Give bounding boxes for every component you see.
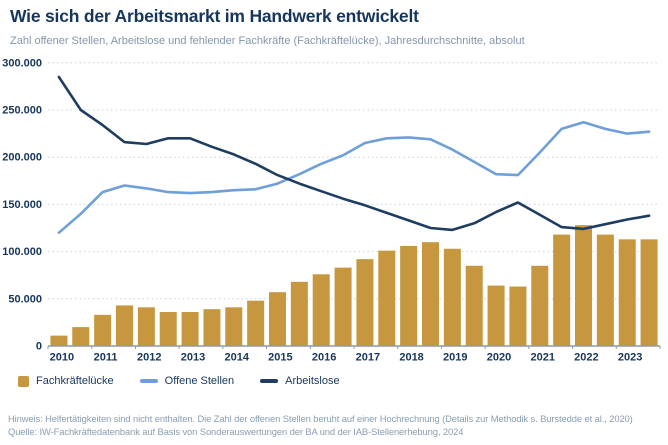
page-title: Wie sich der Arbeitsmarkt im Handwerk en…	[10, 6, 419, 26]
svg-text:2010: 2010	[50, 352, 74, 364]
svg-text:2017: 2017	[356, 352, 380, 364]
svg-text:2013: 2013	[181, 352, 205, 364]
chart-legend: Fachkräftelücke Offene Stellen Arbeitslo…	[18, 375, 340, 387]
svg-text:2015: 2015	[268, 352, 292, 364]
legend-item-offene-stellen: Offene Stellen	[139, 375, 235, 387]
svg-text:2021: 2021	[530, 352, 554, 364]
chart-subtitle: Zahl offener Stellen, Arbeitslose und fe…	[10, 35, 525, 47]
svg-text:2011: 2011	[94, 352, 118, 364]
legend-item-arbeitslose: Arbeitslose	[260, 375, 340, 387]
x-axis-labels: 2010 2011 2012 2013 2014 2015 2016 2017 2018 2019…	[50, 352, 643, 364]
legend-label-offene-stellen: Offene Stellen	[164, 375, 235, 387]
svg-text:300.000: 300.000	[2, 57, 42, 69]
svg-text:2020: 2020	[487, 352, 511, 364]
y-axis-labels: 0 50.000 100.000 150.000 200.000 250.000 300.0…	[2, 57, 42, 352]
legend-line-icon-offene-stellen	[139, 379, 158, 383]
legend-line-icon-arbeitslose	[260, 379, 279, 383]
legend-item-fachkraefteluecke: Fachkräftelücke	[18, 375, 114, 387]
svg-text:200.000: 200.000	[2, 152, 42, 164]
legend-label-arbeitslose: Arbeitslose	[285, 375, 340, 387]
svg-text:0: 0	[36, 341, 42, 353]
footnote-hinweis: Hinweis: Helfertätigkeiten sind nicht en…	[8, 413, 633, 424]
bars-fachkraefteluecke	[50, 225, 658, 346]
svg-text:2023: 2023	[618, 352, 642, 364]
footnote-quelle: Quelle: IW-Fachkräftedatenbank auf Basis…	[8, 425, 464, 437]
svg-text:2018: 2018	[399, 352, 423, 364]
svg-text:2019: 2019	[443, 352, 467, 364]
svg-text:50.000: 50.000	[8, 293, 42, 305]
legend-square-icon	[18, 375, 29, 387]
svg-text:100.000: 100.000	[2, 246, 42, 258]
svg-text:2012: 2012	[137, 352, 161, 364]
chart-footnote: Hinweis: Helfertätigkeiten sind nicht en…	[8, 413, 633, 438]
x-axis-baseline	[47, 345, 661, 349]
svg-text:2014: 2014	[224, 352, 249, 364]
line-offene-stellen	[57, 121, 651, 234]
svg-text:2016: 2016	[312, 352, 336, 364]
svg-text:250.000: 250.000	[2, 105, 42, 117]
line-arbeitslose	[57, 75, 651, 232]
legend-label-fachkraefteluecke: Fachkräftelücke	[36, 375, 114, 387]
svg-text:2022: 2022	[574, 352, 598, 364]
svg-text:150.000: 150.000	[2, 199, 42, 211]
